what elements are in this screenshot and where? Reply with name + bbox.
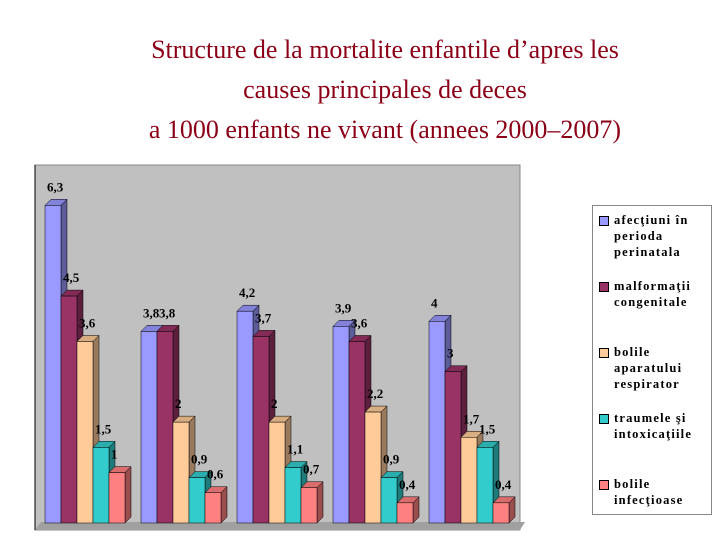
bar — [492, 502, 510, 524]
bar — [76, 341, 94, 524]
data-label: 6,3 — [47, 179, 64, 194]
data-label: 1,1 — [287, 442, 303, 457]
data-label: 0,9 — [383, 452, 400, 467]
legend: afecţiuni în perioda perinatala malformaţ… — [592, 205, 712, 515]
bar — [476, 447, 494, 524]
data-label: 0,6 — [207, 467, 224, 482]
bar-side — [124, 465, 132, 524]
bar — [380, 477, 398, 524]
bar — [108, 472, 126, 524]
data-label: 3,8 — [159, 305, 176, 320]
chart-title: Structure de la mortalite enfantile d’ap… — [148, 35, 622, 144]
bar — [60, 295, 78, 524]
legend-label: bolile aparatului respirator — [614, 345, 683, 391]
bar — [428, 321, 446, 524]
bar — [444, 371, 462, 524]
bar — [284, 467, 302, 524]
bar — [156, 331, 174, 524]
bar — [172, 421, 190, 524]
bar — [348, 341, 366, 524]
bar — [204, 492, 222, 524]
bar — [268, 421, 286, 524]
legend-item: malformaţii congenitale — [597, 278, 707, 334]
data-label: 1 — [111, 447, 118, 462]
data-label: 4 — [431, 295, 438, 310]
bar — [252, 336, 270, 524]
data-label: 1,5 — [95, 421, 112, 436]
bar — [364, 411, 382, 524]
data-label: 0,4 — [495, 477, 512, 492]
data-label: 0,7 — [303, 462, 320, 477]
data-label: 2,2 — [367, 386, 383, 401]
data-label: 0,9 — [191, 452, 208, 467]
floor — [35, 522, 525, 530]
bar — [300, 487, 318, 524]
data-label: 3,6 — [351, 315, 368, 330]
data-label: 3,9 — [335, 300, 352, 315]
legend-label: malformaţii congenitale — [614, 279, 692, 309]
legend-label: traumele şi intoxicaţiile — [614, 411, 693, 441]
data-label: 0,4 — [399, 477, 416, 492]
legend-item: bolile infecţioase — [597, 476, 707, 532]
data-label: 3,6 — [79, 315, 96, 330]
bar — [92, 447, 110, 524]
legend-item: bolile aparatului respirator — [597, 344, 707, 400]
data-label: 4,5 — [63, 270, 80, 285]
legend-swatch — [599, 216, 609, 226]
bar-side — [316, 481, 324, 524]
legend-swatch — [599, 348, 609, 358]
bar — [460, 437, 478, 524]
bar — [188, 477, 206, 524]
legend-swatch — [599, 282, 609, 292]
data-label: 3,8 — [143, 305, 160, 320]
data-label: 3 — [447, 346, 454, 361]
data-label: 3,7 — [255, 310, 272, 325]
data-label: 4,2 — [239, 285, 255, 300]
legend-label: afecţiuni în perioda perinatala — [614, 213, 689, 259]
bar — [236, 310, 254, 524]
data-label: 2 — [175, 396, 182, 411]
bar — [44, 205, 62, 524]
data-label: 1,5 — [479, 421, 496, 436]
bar — [140, 331, 158, 524]
data-label: 2 — [271, 396, 278, 411]
legend-swatch — [599, 480, 609, 490]
legend-swatch — [599, 414, 609, 424]
data-label: 1,7 — [463, 411, 480, 426]
bar — [396, 502, 414, 524]
legend-item: traumele şi intoxicaţiile — [597, 410, 707, 466]
legend-label: bolile infecţioase — [614, 477, 684, 507]
legend-item: afecţiuni în perioda perinatala — [597, 212, 707, 268]
bar — [332, 326, 350, 524]
